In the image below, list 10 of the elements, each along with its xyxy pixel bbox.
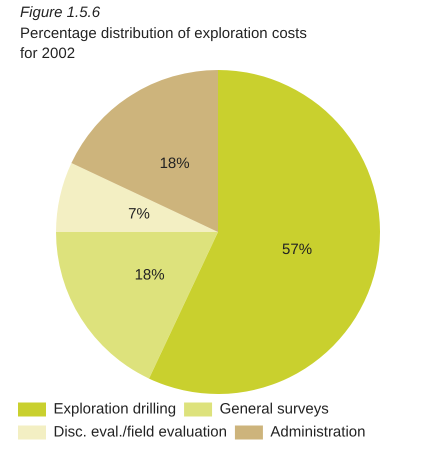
chart-subtitle: Percentage distribution of exploration costs for 2002 xyxy=(20,24,308,64)
legend-label: Administration xyxy=(270,424,366,441)
legend-label: Disc. eval./field evaluation xyxy=(54,424,227,441)
legend-label: General surveys xyxy=(220,400,329,418)
data-label: 18% xyxy=(160,154,190,172)
legend-label: Exploration drilling xyxy=(54,400,176,418)
chart-title: Figure 1.5.6 xyxy=(20,4,100,21)
data-label: 18% xyxy=(134,266,165,284)
data-label: 57% xyxy=(282,240,312,258)
data-label: 7% xyxy=(128,205,150,222)
